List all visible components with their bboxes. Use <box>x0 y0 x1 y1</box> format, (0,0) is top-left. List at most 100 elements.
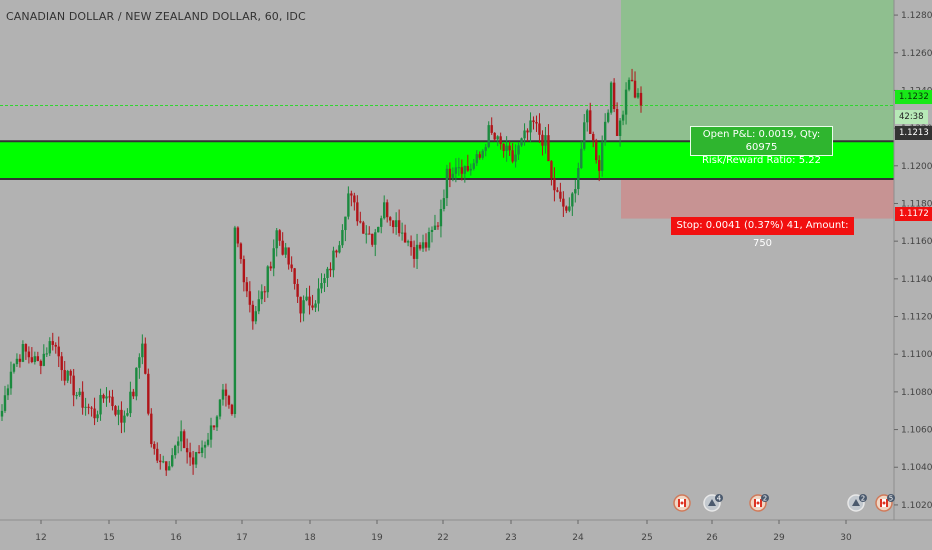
candle <box>568 197 571 213</box>
candle-body <box>514 154 517 162</box>
candle-body <box>117 409 120 415</box>
candle <box>630 68 634 82</box>
candle-body <box>481 150 484 158</box>
candle <box>78 388 81 397</box>
candles <box>0 68 643 476</box>
candle <box>212 425 216 431</box>
current-price-tag: 1.1232 <box>895 90 932 104</box>
candle <box>454 158 458 183</box>
candle-body <box>254 311 258 322</box>
time-axis[interactable]: 12 15 16 17 18 19 22 23 24 25 26 29 30 <box>35 520 852 543</box>
event-count-badge: 2 <box>763 495 767 503</box>
candle <box>406 239 410 247</box>
position-pnl-label[interactable]: Open P&L: 0.0019, Qty: 60975 Risk/Reward… <box>690 126 833 166</box>
symbol-title[interactable]: CANADIAN DOLLAR / NEW ZEALAND DOLLAR, 60… <box>6 10 306 23</box>
candle <box>580 141 583 170</box>
candle <box>108 390 111 403</box>
candle <box>287 247 290 270</box>
time-tick-label: 23 <box>505 533 516 543</box>
event-flag-canada-3[interactable]: 5 <box>875 494 895 512</box>
candle-body <box>203 444 207 448</box>
candle <box>445 164 449 207</box>
candle-body <box>284 247 287 255</box>
candle-body <box>221 389 225 400</box>
candle <box>129 381 132 418</box>
candle-body <box>278 230 281 241</box>
candle-body <box>287 247 290 265</box>
candle-body <box>451 173 455 178</box>
time-tick-label: 22 <box>437 533 448 543</box>
candle <box>233 225 237 418</box>
candle <box>203 441 207 459</box>
candle <box>526 128 529 142</box>
stop-price-label: 1.1172 <box>899 209 929 219</box>
candle-body <box>574 189 577 194</box>
candle <box>254 306 258 325</box>
candle <box>490 117 493 135</box>
candle-body <box>541 134 544 146</box>
candle-body <box>490 125 493 133</box>
price-tick-label: 1.1040 <box>901 463 932 473</box>
event-earnings-1[interactable]: 4 <box>703 494 723 512</box>
candle-body <box>102 394 105 399</box>
candle-body <box>618 120 622 136</box>
candle <box>75 391 78 400</box>
candle <box>424 233 428 252</box>
candle <box>353 192 356 211</box>
candle <box>99 388 102 421</box>
candle-body <box>48 341 51 354</box>
candle-body <box>227 395 231 405</box>
candle <box>317 278 320 312</box>
candle <box>583 114 586 151</box>
candle <box>433 214 437 230</box>
candle-body <box>338 245 341 253</box>
candle <box>338 240 341 254</box>
candle <box>550 160 553 186</box>
candle-body <box>12 364 16 372</box>
candle <box>221 383 225 406</box>
candle <box>18 354 22 368</box>
time-tick-label: 15 <box>103 533 114 543</box>
candle-body <box>159 460 162 463</box>
candle-body <box>138 357 141 368</box>
candle-body <box>547 135 550 162</box>
candle-body <box>568 206 571 211</box>
candle-body <box>445 168 449 199</box>
candle-body <box>218 399 222 417</box>
candle <box>45 347 48 358</box>
candle <box>269 261 272 271</box>
candle <box>624 82 628 125</box>
candle-body <box>359 221 362 223</box>
candle-body <box>260 291 263 300</box>
time-tick-label: 24 <box>572 533 584 543</box>
candle-body <box>182 431 186 449</box>
event-earnings-2[interactable]: 2 <box>847 494 867 512</box>
candle <box>24 343 28 360</box>
candle <box>448 162 452 188</box>
candle <box>93 397 96 426</box>
candle-body <box>132 391 135 397</box>
candle-body <box>460 167 464 174</box>
candle-body <box>212 425 216 428</box>
candle-body <box>439 209 443 227</box>
event-flag-canada-1[interactable] <box>673 494 691 512</box>
candle <box>6 384 10 400</box>
candle <box>496 135 499 147</box>
candle-body <box>463 165 467 174</box>
candle-body <box>624 89 628 115</box>
position-stop-label[interactable]: Stop: 0.0041 (0.37%) 41, Amount: 750 <box>671 217 854 249</box>
candle <box>377 226 380 233</box>
candle <box>293 267 296 290</box>
event-flag-canada-2[interactable]: 2 <box>749 494 769 512</box>
candle <box>194 451 198 469</box>
candle <box>311 294 314 311</box>
candle-body <box>251 304 255 322</box>
candle-body <box>388 217 392 221</box>
candle-body <box>54 344 57 347</box>
price-tick-label: 1.1260 <box>901 49 932 59</box>
candle-body <box>496 136 499 140</box>
candle-body <box>550 161 553 179</box>
candle <box>347 186 350 220</box>
